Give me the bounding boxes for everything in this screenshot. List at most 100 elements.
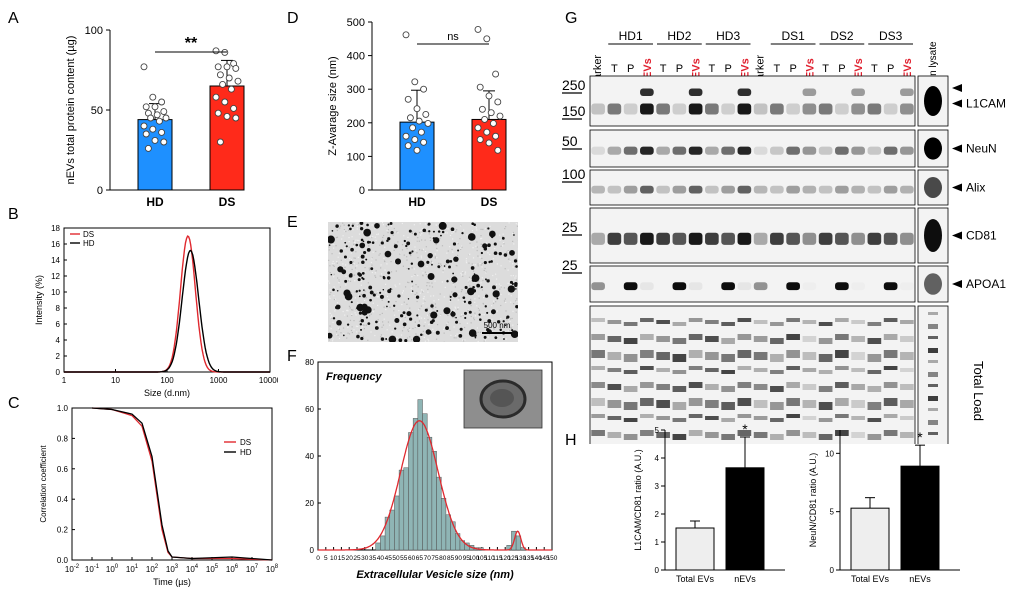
grain bbox=[353, 319, 355, 322]
data-point bbox=[155, 117, 163, 125]
grain bbox=[370, 313, 372, 315]
grain bbox=[454, 286, 457, 288]
grain bbox=[411, 284, 413, 286]
protein-band bbox=[802, 368, 817, 372]
grain bbox=[427, 314, 429, 316]
grain bbox=[411, 275, 413, 278]
protein-band bbox=[753, 384, 768, 390]
grain bbox=[478, 309, 480, 311]
data-point bbox=[415, 117, 423, 125]
grain bbox=[342, 235, 344, 237]
vesicle bbox=[504, 324, 507, 327]
grain bbox=[507, 269, 509, 271]
grain bbox=[462, 339, 464, 341]
grain bbox=[447, 321, 449, 323]
protein-band bbox=[672, 434, 687, 440]
grain bbox=[383, 257, 385, 259]
lane-label-t: T bbox=[709, 63, 716, 75]
blot-strip bbox=[589, 265, 916, 303]
vesicle bbox=[515, 288, 517, 290]
grain bbox=[404, 286, 407, 288]
protein-band bbox=[688, 318, 703, 322]
group-label: HD2 bbox=[667, 29, 691, 43]
grain bbox=[510, 275, 512, 277]
grain bbox=[468, 278, 470, 280]
protein-band bbox=[900, 352, 914, 360]
grain bbox=[483, 340, 485, 342]
grain bbox=[440, 264, 443, 267]
vesicle bbox=[498, 251, 502, 256]
grain bbox=[495, 301, 497, 303]
vesicle bbox=[430, 304, 434, 308]
vesicle bbox=[493, 242, 497, 246]
protein-band bbox=[770, 338, 784, 344]
grain bbox=[383, 234, 385, 237]
protein-band bbox=[900, 416, 914, 420]
x-tick-label: 105 bbox=[476, 555, 487, 562]
protein-band bbox=[591, 382, 605, 388]
protein-band bbox=[623, 103, 638, 115]
grain bbox=[427, 288, 429, 290]
vesicle bbox=[335, 224, 339, 228]
grain bbox=[473, 293, 476, 295]
grain bbox=[452, 284, 454, 286]
protein-band bbox=[802, 336, 817, 342]
protein-band bbox=[607, 185, 622, 194]
protein-band bbox=[851, 368, 865, 372]
protein-band bbox=[688, 185, 703, 194]
grain bbox=[493, 300, 495, 302]
grain bbox=[358, 223, 360, 226]
grain bbox=[354, 241, 356, 243]
y-tick-label: 1 bbox=[655, 538, 660, 547]
vesicle bbox=[480, 251, 483, 255]
grain bbox=[477, 286, 480, 289]
grain bbox=[477, 331, 479, 333]
grain bbox=[489, 253, 491, 256]
grain bbox=[338, 252, 340, 255]
grain bbox=[352, 228, 354, 231]
grain bbox=[340, 324, 342, 327]
grain bbox=[449, 234, 452, 237]
vesicle bbox=[464, 285, 468, 289]
data-point bbox=[474, 25, 482, 33]
x-tick-label: 10-2 bbox=[65, 564, 80, 574]
significance-label: ** bbox=[185, 35, 198, 52]
grain bbox=[379, 275, 381, 277]
grain bbox=[344, 247, 346, 249]
grain bbox=[458, 293, 460, 295]
grain bbox=[447, 250, 449, 252]
grain bbox=[485, 323, 488, 325]
scale-bar-label: 500 nm bbox=[484, 321, 511, 330]
grain bbox=[451, 291, 453, 293]
grain bbox=[385, 225, 387, 227]
grain bbox=[502, 336, 504, 339]
grain bbox=[425, 246, 427, 248]
grain bbox=[473, 264, 475, 266]
grain bbox=[485, 293, 487, 295]
grain bbox=[384, 246, 386, 248]
y-tick-label: 5 bbox=[830, 508, 835, 517]
vesicle bbox=[458, 334, 463, 338]
grain bbox=[349, 319, 352, 322]
histogram-bar bbox=[375, 542, 381, 551]
grain bbox=[354, 274, 356, 276]
grain bbox=[329, 293, 331, 296]
grain bbox=[515, 311, 517, 313]
grain bbox=[517, 323, 518, 326]
vesicle bbox=[479, 318, 482, 321]
grain bbox=[355, 325, 358, 327]
protein-band bbox=[900, 400, 914, 408]
protein-band bbox=[867, 434, 882, 440]
grain bbox=[454, 307, 457, 309]
vesicle bbox=[484, 294, 489, 298]
grain bbox=[374, 241, 376, 244]
grain bbox=[401, 222, 403, 225]
grain bbox=[403, 254, 405, 256]
grain bbox=[434, 253, 436, 255]
grain bbox=[492, 302, 495, 305]
grain bbox=[423, 325, 426, 327]
protein-band bbox=[656, 384, 670, 390]
grain bbox=[350, 252, 352, 254]
grain bbox=[352, 261, 354, 263]
